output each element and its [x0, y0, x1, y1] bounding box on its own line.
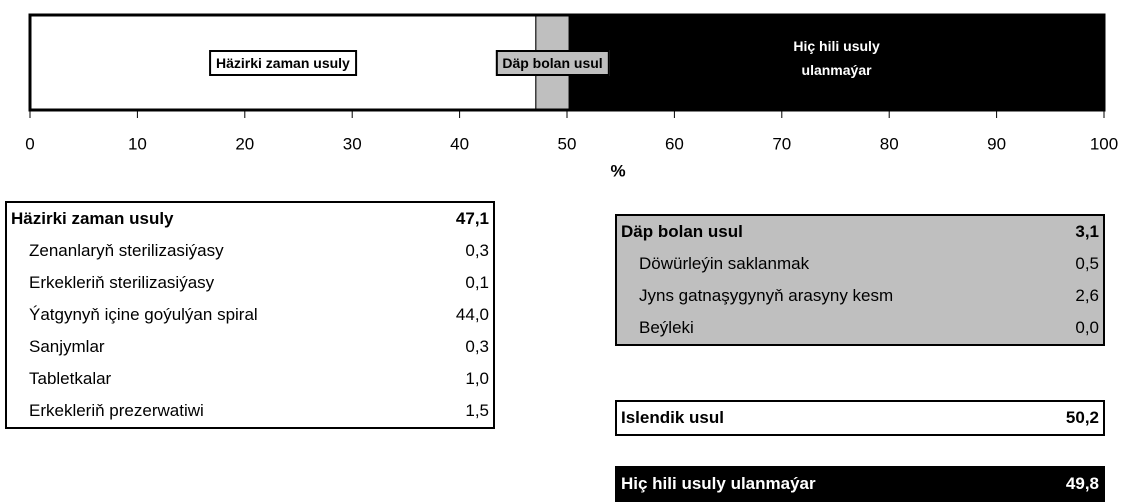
cell-label: Döwürleýin saklanmak: [639, 254, 810, 273]
segment-label: Häzirki zaman usuly: [209, 49, 357, 76]
segment-label: Däp bolan usul: [495, 49, 610, 76]
cell-label: Hiç hili usuly ulanmaýar: [621, 474, 816, 493]
cell-label: Erkekleriň prezerwatiwi: [29, 401, 204, 420]
cell-value: 0,5: [1075, 254, 1099, 273]
cell-label: Erkekleriň sterilizasiýasy: [29, 273, 215, 292]
cell-value: 50,2: [1065, 408, 1099, 427]
cell-value: 0,3: [465, 241, 489, 260]
table-row: Zenanlaryň sterilizasiýasy 0,3: [7, 235, 493, 267]
cell-label: Zenanlaryň sterilizasiýasy: [29, 241, 224, 260]
table: Häzirki zaman usuly 47,1 Zenanlaryň steril…: [5, 201, 495, 429]
cell-label: Jyns gatnaşygynyň arasyny kesm: [639, 286, 894, 305]
x-tick-label: 70: [772, 134, 791, 153]
table-row: Döwürleýin saklanmak 0,5: [617, 248, 1103, 280]
cell-label: Tabletkalar: [29, 369, 112, 388]
cell-label: Islendik usul: [621, 408, 724, 427]
cell-value: 49,8: [1065, 474, 1099, 493]
cell-label: Däp bolan usul: [621, 222, 743, 241]
cell-label: Sanjymlar: [29, 337, 105, 356]
cell-value: 0,3: [465, 337, 489, 356]
x-tick-label: 60: [665, 134, 684, 153]
table: Hiç hili usuly ulanmaýar 49,8: [615, 466, 1105, 502]
x-tick-label: 80: [880, 134, 899, 153]
cell-value: 3,1: [1075, 222, 1099, 241]
cell-value: 0,1: [465, 273, 489, 292]
cell-value: 1,5: [465, 401, 489, 420]
x-tick-label: 30: [343, 134, 362, 153]
cell-label: Beýleki: [639, 318, 694, 337]
x-tick-label: 100: [1090, 134, 1118, 153]
x-tick-label: 40: [450, 134, 469, 153]
x-tick-label: 50: [558, 134, 577, 153]
table-row: Sanjymlar 0,3: [7, 331, 493, 363]
cell-value: 47,1: [455, 209, 489, 228]
bar-frame: [28, 13, 1106, 112]
x-tick-label: 10: [128, 134, 147, 153]
bar-segment: [568, 14, 1105, 111]
table-row: Islendik usul 50,2: [617, 402, 1103, 434]
table: Däp bolan usul 3,1 Döwürleýin saklanmak 0,5…: [615, 214, 1105, 346]
x-tick-label: 0: [25, 134, 34, 153]
table-row: Ýatgynyň içine goýulýan spiral 44,0: [7, 299, 493, 331]
table-row: Erkekleriň prezerwatiwi 1,5: [7, 395, 493, 427]
table-row: Häzirki zaman usuly 47,1: [7, 203, 493, 235]
table-row: Hiç hili usuly ulanmaýar 49,8: [617, 468, 1103, 500]
table-row: Jyns gatnaşygynyň arasyny kesm 2,6: [617, 280, 1103, 312]
table-row: Erkekleriň sterilizasiýasy 0,1: [7, 267, 493, 299]
cell-label: Häzirki zaman usuly: [11, 209, 174, 228]
x-axis-label: %: [610, 161, 625, 180]
cell-value: 44,0: [455, 305, 489, 324]
x-tick-label: 20: [235, 134, 254, 153]
segment-label: Hiç hili usuly ulanmaýar: [793, 37, 880, 78]
cell-value: 0,0: [1075, 318, 1099, 337]
cell-label: Ýatgynyň içine goýulýan spiral: [29, 305, 258, 324]
table: Islendik usul 50,2: [615, 400, 1105, 436]
x-tick-label: 90: [987, 134, 1006, 153]
cell-value: 2,6: [1075, 286, 1099, 305]
cell-value: 1,0: [465, 369, 489, 388]
table-row: Däp bolan usul 3,1: [617, 216, 1103, 248]
table-row: Tabletkalar 1,0: [7, 363, 493, 395]
table-row: Beýleki 0,0: [617, 312, 1103, 344]
